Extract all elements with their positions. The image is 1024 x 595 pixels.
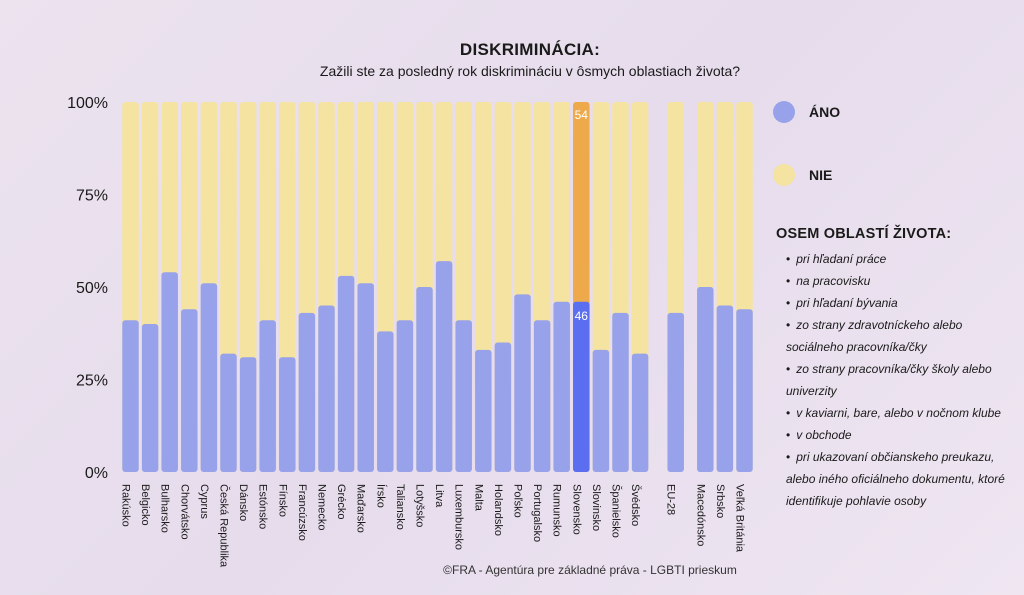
area-item: na pracovisku [786,270,1018,292]
area-item: v kaviarni, bare, alebo v nočnom klube [786,402,1018,424]
bar-yes [736,309,753,472]
bar-yes [259,320,276,472]
category-label: Cyprus [198,484,210,519]
category-label: Veľká Británia [734,484,746,553]
legend-yes-swatch [773,101,795,123]
category-label: Lotyšsko [414,484,426,527]
category-label: Dánsko [237,484,249,521]
category-label: EU-28 [665,484,677,515]
bar-yes [697,287,714,472]
category-label: Holandsko [492,484,504,536]
bar-yes [435,261,453,472]
category-label: Chorvátsko [178,484,190,540]
y-tick-label: 75% [76,188,108,205]
category-label: Rumunsko [551,484,563,537]
bar-yes [396,320,414,472]
footer-credit: ©FRA - Agentúra pre základné práva - LGB… [443,563,737,577]
category-label: Bulharsko [159,484,171,533]
area-item: pri hľadaní práce [786,248,1018,270]
bar-yes [631,353,649,472]
bar-yes [573,301,590,472]
category-label: Fínsko [276,484,288,517]
category-label: Litva [433,484,445,508]
bar-yes [455,320,472,472]
legend-no: NIE [773,164,832,186]
category-label: Slovinsko [590,484,602,531]
bar-yes [553,301,570,472]
legend-no-label: NIE [809,167,833,183]
area-item: pri ukazovaní občianskeho preukazu, aleb… [786,446,1018,512]
category-label: Česká Republika [218,484,231,568]
data-label-no: 54 [575,108,589,122]
category-label: Estónsko [257,484,269,529]
bar-yes [279,357,296,472]
legend-yes-label: ÁNO [809,104,841,120]
bar-yes [716,305,734,472]
category-label: Slovensko [570,484,582,535]
data-label-yes: 46 [575,309,589,323]
legend-no-swatch [773,164,795,186]
category-label: Luxembursko [453,484,465,550]
category-label: Srbsko [714,484,726,518]
bar-yes [494,342,512,472]
bar-yes [533,320,551,472]
bar-yes [416,287,433,472]
bar-yes [200,283,218,472]
bar-yes [357,283,374,472]
area-item: zo strany zdravotníckeho alebo sociálneh… [786,314,1018,358]
bar-yes [667,312,684,472]
legend-yes: ÁNO [773,101,840,123]
bar-yes [181,309,198,472]
bar-yes [141,324,159,472]
bar-yes [298,312,316,472]
bar-yes [161,272,178,472]
area-item: v obchode [786,424,1018,446]
area-item: zo strany pracovníka/čky školy alebo uni… [786,358,1018,402]
category-label: Grécko [335,484,347,519]
chart-subtitle: Zažili ste za posledný rok diskrimináciu… [319,63,741,79]
bar-yes [239,357,257,472]
bar-yes [318,305,335,472]
areas-title: OSEM OBLASTÍ ŽIVOTA: [776,226,952,242]
category-label: Švédsko [629,484,642,526]
category-label: Maďarsko [355,484,367,533]
category-label: Macedónsko [694,484,706,546]
category-label: Španielsko [610,484,623,538]
category-label: Taliansko [394,484,406,530]
category-label: Malta [472,484,484,512]
y-tick-label: 25% [76,373,108,390]
category-label: Francúzsko [296,484,308,541]
y-tick-label: 0% [85,465,108,482]
category-label: Nemecko [316,484,328,530]
bar-yes [337,275,355,472]
chart-title: DISKRIMINÁCIA: [459,40,601,59]
y-tick-label: 100% [67,95,108,112]
bar-yes [612,312,629,472]
category-label: Írsko [374,484,387,508]
category-label: Rakúsko [120,484,132,527]
area-item: pri hľadaní bývania [786,292,1018,314]
areas-list: pri hľadaní prácena pracoviskupri hľadan… [786,248,1018,512]
bar-yes [475,349,492,472]
y-tick-label: 50% [76,280,108,297]
bar-yes [220,353,237,472]
category-label: Poľsko [512,484,524,518]
bar-yes [514,294,531,472]
category-label: Portugalsko [531,484,543,542]
bar-yes [592,349,610,472]
bar-yes [122,320,139,472]
bar-yes [377,331,394,472]
category-label: Belgicko [139,484,151,526]
